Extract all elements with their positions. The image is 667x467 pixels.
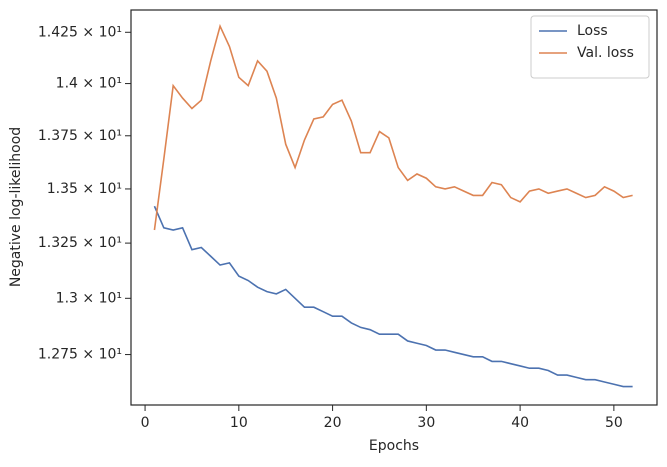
y-tick-label: 1.4 × 10¹ [56,76,122,92]
x-tick-label: 10 [230,415,248,431]
y-tick-label: 1.275 × 10¹ [38,347,122,363]
x-tick-label: 40 [511,415,529,431]
legend-label: Val. loss [577,45,634,61]
y-axis-label: Negative log-likelihood [8,127,24,287]
x-axis-label: Epochs [369,438,419,454]
x-tick-label: 20 [324,415,342,431]
y-tick-label: 1.375 × 10¹ [38,128,122,144]
plot-frame [130,9,658,406]
legend-label: Loss [577,23,608,39]
x-tick-label: 30 [417,415,435,431]
y-tick-label: 1.35 × 10¹ [47,181,122,197]
y-tick-label: 1.325 × 10¹ [38,235,122,251]
x-tick-label: 50 [605,415,623,431]
line-series [153,23,633,231]
y-tick-label: 1.425 × 10¹ [38,24,122,40]
x-tick-label: 0 [141,415,150,431]
y-tick-label: 1.3 × 10¹ [56,290,122,306]
line-series [153,205,633,388]
